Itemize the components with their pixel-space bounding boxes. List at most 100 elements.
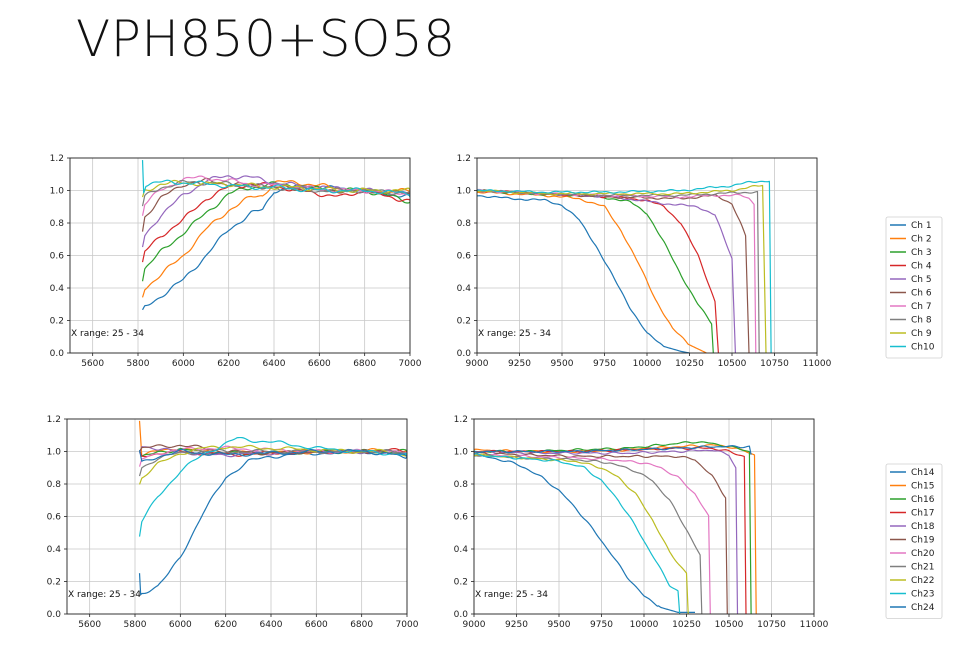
legend-2-label-9: Ch23 [911, 590, 934, 600]
plot-3-xtick-label-1: 5800 [124, 620, 147, 630]
plot-3-ytick-label-3: 0.6 [47, 513, 62, 523]
legend-2-label-0: Ch14 [911, 468, 935, 478]
plot-4: 9000 9250 9500 9750 10000 10250 10500 10750 1100… [454, 415, 829, 630]
plot-3-ytick-label-6: 1.2 [47, 415, 61, 425]
plot-3-ytick-label-0: 0.0 [47, 610, 62, 620]
plot-2-xtick-label-4: 10000 [633, 359, 662, 369]
plot-1-ytick-label-5: 1.0 [50, 187, 65, 197]
plot-2-xtick-label-8: 11000 [803, 359, 832, 369]
plot-1-series-ch6 [141, 177, 410, 232]
plot-1-xtick-label-1: 5800 [127, 359, 150, 369]
plot-3-ytick-label-4: 0.8 [47, 480, 62, 490]
plot-4-xtick-label-4: 10000 [630, 620, 659, 630]
legend-2-label-1: Ch15 [911, 482, 934, 492]
plot-1-xtick-label-5: 6600 [308, 359, 331, 369]
plot-3-xtick-label-2: 6000 [169, 620, 192, 630]
legend-1-label-3: Ch 4 [911, 262, 932, 272]
plot-4-ytick-label-3: 0.6 [454, 513, 469, 523]
legend-1-label-4: Ch 5 [911, 275, 932, 285]
plot-2-series-ch10 [477, 180, 772, 353]
plot-1-xtick-label-7: 7000 [399, 359, 422, 369]
legend-2-label-6: Ch20 [911, 549, 935, 559]
plot-2-xtick-label-5: 10250 [675, 359, 704, 369]
legend-2-label-8: Ch22 [911, 576, 934, 586]
plot-3-ytick-label-5: 1.0 [47, 448, 62, 458]
plot-4-series-ch18 [474, 449, 739, 614]
plot-3-xtick-label-3: 6200 [214, 620, 237, 630]
page-title: VPH850+SO58 [76, 10, 456, 68]
plot-4-series-ch24 [474, 445, 752, 455]
plot-2-ytick-label-1: 0.2 [457, 317, 471, 327]
plot-3-series-group [138, 420, 407, 596]
legend-2-label-4: Ch18 [911, 522, 935, 532]
legend-1-label-8: Ch 9 [911, 329, 932, 339]
plot-1-ytick-label-1: 0.2 [50, 317, 64, 327]
plot-2-ytick-label-0: 0.0 [457, 349, 472, 359]
plot-2-ytick-label-5: 1.0 [457, 187, 472, 197]
plot-4-series-ch14 [474, 454, 695, 613]
legend-1-label-9: Ch10 [911, 343, 935, 353]
plot-4-series-ch23 [474, 453, 681, 614]
plot-1-xtick-label-2: 6000 [172, 359, 195, 369]
plot-4-ytick-label-5: 1.0 [454, 448, 469, 458]
plot-4-xtick-label-5: 10250 [672, 620, 701, 630]
legend-2-label-5: Ch19 [911, 536, 935, 546]
plot-1-ytick-label-4: 0.8 [50, 219, 65, 229]
plot-1-series-ch7 [141, 175, 410, 216]
legend-2-label-3: Ch17 [911, 509, 934, 519]
legend-1: Ch 1 Ch 2 Ch 3 Ch 4 Ch 5 Ch 6 Ch 7 Ch 8 Ch 9 Ch10 [885, 216, 943, 359]
plot-1-annotation: X range: 25 - 34 [71, 329, 144, 339]
legend-1-label-2: Ch 3 [911, 248, 932, 258]
legend-1-label-0: Ch 1 [911, 221, 932, 231]
plot-2-series-ch1 [477, 195, 690, 353]
legend-1-label-1: Ch 2 [911, 235, 932, 245]
plot-1-xtick-label-4: 6400 [263, 359, 286, 369]
legend-2-label-7: Ch21 [911, 563, 934, 573]
plot-1-ytick-label-0: 0.0 [50, 349, 65, 359]
plot-4-series-ch19 [474, 451, 728, 614]
plot-4-xtick-label-6: 10500 [715, 620, 744, 630]
plot-3-series-ch24 [138, 448, 407, 462]
legend-1-label-7: Ch 8 [911, 316, 932, 326]
legend-2: Ch14 Ch15 Ch16 Ch17 Ch18 Ch19 Ch20 Ch21 Ch22 Ch23… [885, 463, 943, 619]
plot-2-ytick-label-3: 0.6 [457, 252, 472, 262]
legend-2-label-10: Ch24 [911, 603, 935, 613]
plot-3-ytick-label-1: 0.2 [47, 578, 61, 588]
plot-4-annotation: X range: 25 - 34 [475, 590, 548, 600]
plot-1-series-ch8 [141, 179, 410, 207]
plot-2-ytick-label-4: 0.8 [457, 219, 472, 229]
legend-1-label-6: Ch 7 [911, 302, 932, 312]
plot-3-xtick-label-7: 7000 [396, 620, 419, 630]
plot-2-xtick-label-3: 9750 [593, 359, 616, 369]
plot-3-xtick-label-5: 6600 [305, 620, 328, 630]
plot-4-xtick-label-0: 9000 [463, 620, 486, 630]
plot-3-xtick-label-0: 5600 [78, 620, 101, 630]
plot-2-series-ch9 [477, 184, 767, 353]
plot-4-ytick-label-2: 0.4 [454, 545, 469, 555]
legend-1-label-5: Ch 6 [911, 289, 932, 299]
plot-4-xtick-label-8: 11000 [800, 620, 829, 630]
plot-2-ytick-label-2: 0.4 [457, 284, 472, 294]
plot-2-annotation: X range: 25 - 34 [478, 329, 551, 339]
plot-2-xtick-label-1: 9250 [508, 359, 531, 369]
plot-4-series-group [474, 441, 757, 614]
plot-1-xtick-label-3: 6200 [217, 359, 240, 369]
plot-4-series-ch22 [474, 453, 689, 614]
plot-1: 5600 5800 6000 6200 6400 6600 6800 7000 0.0 0.2 0.… [50, 154, 422, 369]
plot-2-xtick-label-0: 9000 [466, 359, 489, 369]
plot-4-xtick-label-2: 9500 [548, 620, 571, 630]
plot-3-xtick-label-6: 6800 [350, 620, 373, 630]
plot-1-series-ch1 [141, 184, 410, 311]
plot-1-series-ch10 [141, 160, 410, 196]
plot-1-ytick-label-6: 1.2 [50, 154, 64, 164]
plot-4-ytick-label-1: 0.2 [454, 578, 468, 588]
plot-4-xtick-label-1: 9250 [505, 620, 528, 630]
plot-4-xtick-label-3: 9750 [590, 620, 613, 630]
plot-1-series-ch3 [141, 181, 410, 282]
plot-3-series-ch19 [139, 444, 407, 456]
plot-2-ytick-label-6: 1.2 [457, 154, 471, 164]
plot-1-ytick-label-2: 0.4 [50, 284, 65, 294]
plot-4-series-ch21 [474, 454, 703, 614]
plot-3: 5600 5800 6000 6200 6400 6600 6800 7000 0.0 0.2 0.… [47, 415, 419, 630]
